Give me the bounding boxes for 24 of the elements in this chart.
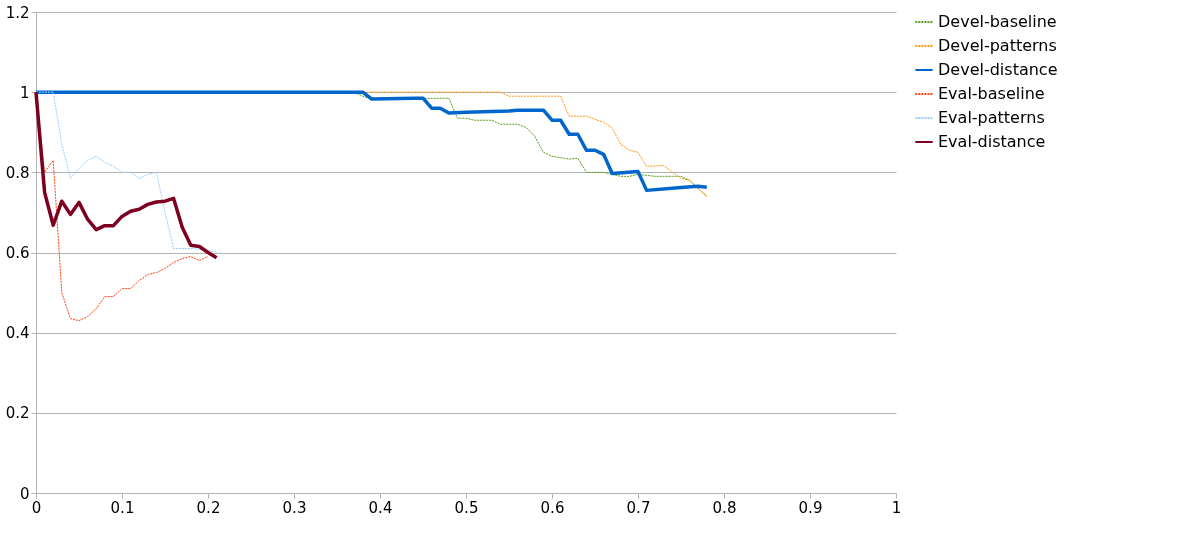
y-tick-label: 1 bbox=[19, 83, 30, 102]
legend-label: Eval-distance bbox=[938, 132, 1046, 151]
x-tick-label: 0 bbox=[31, 498, 42, 517]
y-tick-label: 1.2 bbox=[5, 3, 30, 22]
x-tick-label: 0.9 bbox=[798, 498, 823, 517]
x-tick-label: 0.1 bbox=[110, 498, 135, 517]
legend-label: Devel-distance bbox=[938, 60, 1058, 79]
x-tick-label: 0.4 bbox=[368, 498, 393, 517]
y-tick-label: 0 bbox=[19, 484, 30, 503]
x-tick-label: 0.5 bbox=[454, 498, 479, 517]
x-tick-label: 0.8 bbox=[712, 498, 737, 517]
y-tick-label: 0.8 bbox=[5, 163, 30, 182]
x-tick-label: 0.3 bbox=[282, 498, 307, 517]
y-tick-label: 0.2 bbox=[5, 404, 30, 423]
x-tick-label: 0.2 bbox=[196, 498, 221, 517]
legend-label: Devel-patterns bbox=[938, 36, 1057, 55]
legend-label: Eval-patterns bbox=[938, 108, 1045, 127]
legend-label: Eval-baseline bbox=[938, 84, 1045, 103]
x-tick-label: 1 bbox=[891, 498, 902, 517]
legend-label: Devel-baseline bbox=[938, 12, 1057, 31]
y-tick-label: 0.6 bbox=[5, 244, 30, 262]
x-tick-label: 0.7 bbox=[626, 498, 651, 517]
x-tick-label: 0.6 bbox=[540, 498, 565, 517]
y-tick-label: 0.4 bbox=[5, 324, 30, 343]
